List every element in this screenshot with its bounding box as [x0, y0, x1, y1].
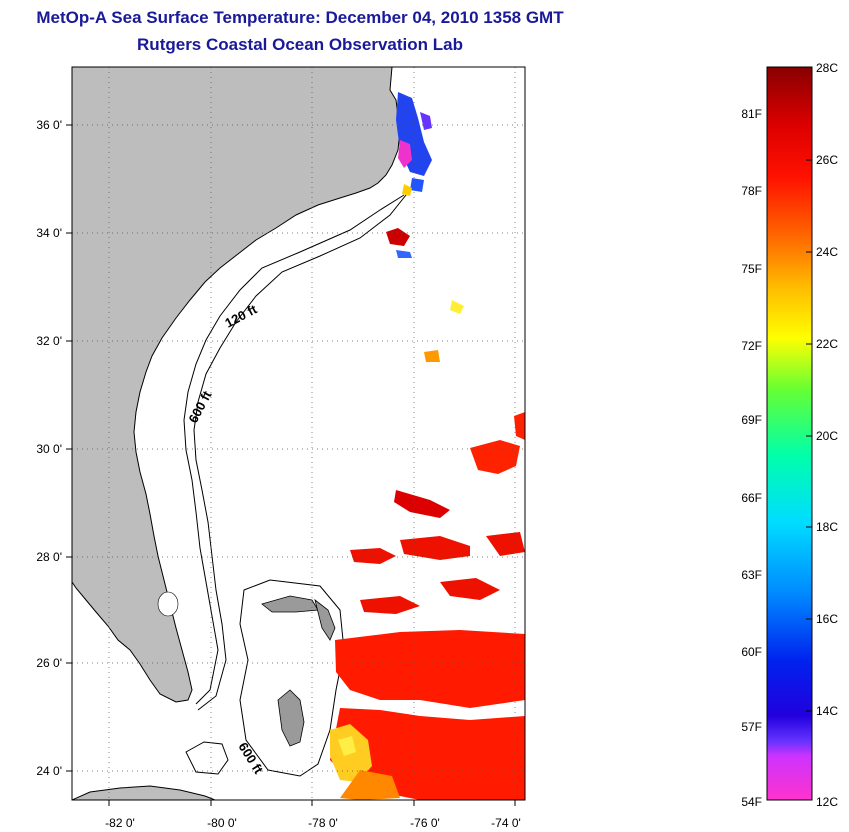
colorbar-f-label: 75F: [741, 262, 762, 276]
colorbar-c-label: 24C: [816, 245, 838, 259]
colorbar-f-label: 72F: [741, 339, 762, 353]
y-tick-label: 24 0': [36, 764, 62, 778]
contour-bahamas-outer: [239, 579, 345, 777]
colorbar-f-label: 66F: [741, 491, 762, 505]
colorbar-c-label: 12C: [816, 795, 838, 809]
y-tick-label: 30 0': [36, 442, 62, 456]
map-subtitle: Rutgers Coastal Ocean Observation Lab: [137, 35, 463, 54]
colorbar: [766, 66, 813, 801]
colorbar-f-label: 57F: [741, 720, 762, 734]
land-mainland: [72, 67, 401, 703]
x-tick-label: -74 0': [491, 816, 521, 830]
colorbar-c-label: 28C: [816, 61, 838, 75]
colorbar-f-label: 54F: [741, 795, 762, 809]
colorbar-c-label: 20C: [816, 429, 838, 443]
map-graticule: [72, 67, 525, 800]
x-tick-label: -80 0': [207, 816, 237, 830]
colorbar-f-label: 60F: [741, 645, 762, 659]
y-tick-label: 26 0': [36, 656, 62, 670]
colorbar-c-label: 22C: [816, 337, 838, 351]
land-cuba: [72, 785, 216, 800]
colorbar-f-label: 81F: [741, 107, 762, 121]
colorbar-ticks: [806, 159, 812, 712]
x-tick-label: -76 0': [410, 816, 440, 830]
map-ticks: [66, 124, 516, 806]
map-border: [71, 66, 526, 801]
colorbar-c-label: 16C: [816, 612, 838, 626]
sst-patches: [330, 92, 525, 800]
contour-600ft: [193, 189, 411, 711]
y-tick-label: 36 0': [36, 118, 62, 132]
land-abaco: [314, 598, 336, 641]
colorbar-c-label: 26C: [816, 153, 838, 167]
x-tick-label: -78 0': [308, 816, 338, 830]
land-andros: [277, 689, 305, 747]
colorbar-f-label: 78F: [741, 184, 762, 198]
x-tick-label: -82 0': [105, 816, 135, 830]
colorbar-c-label: 18C: [816, 520, 838, 534]
contour-cay-sal: [185, 741, 229, 775]
colorbar-c-label: 14C: [816, 704, 838, 718]
lake-okeechobee: [157, 591, 179, 617]
y-tick-label: 32 0': [36, 334, 62, 348]
map-title: MetOp-A Sea Surface Temperature: Decembe…: [36, 8, 564, 27]
y-tick-label: 28 0': [36, 550, 62, 564]
colorbar-f-label: 69F: [741, 413, 762, 427]
y-tick-label: 34 0': [36, 226, 62, 240]
contour-120ft: [183, 194, 405, 705]
colorbar-f-label: 63F: [741, 568, 762, 582]
